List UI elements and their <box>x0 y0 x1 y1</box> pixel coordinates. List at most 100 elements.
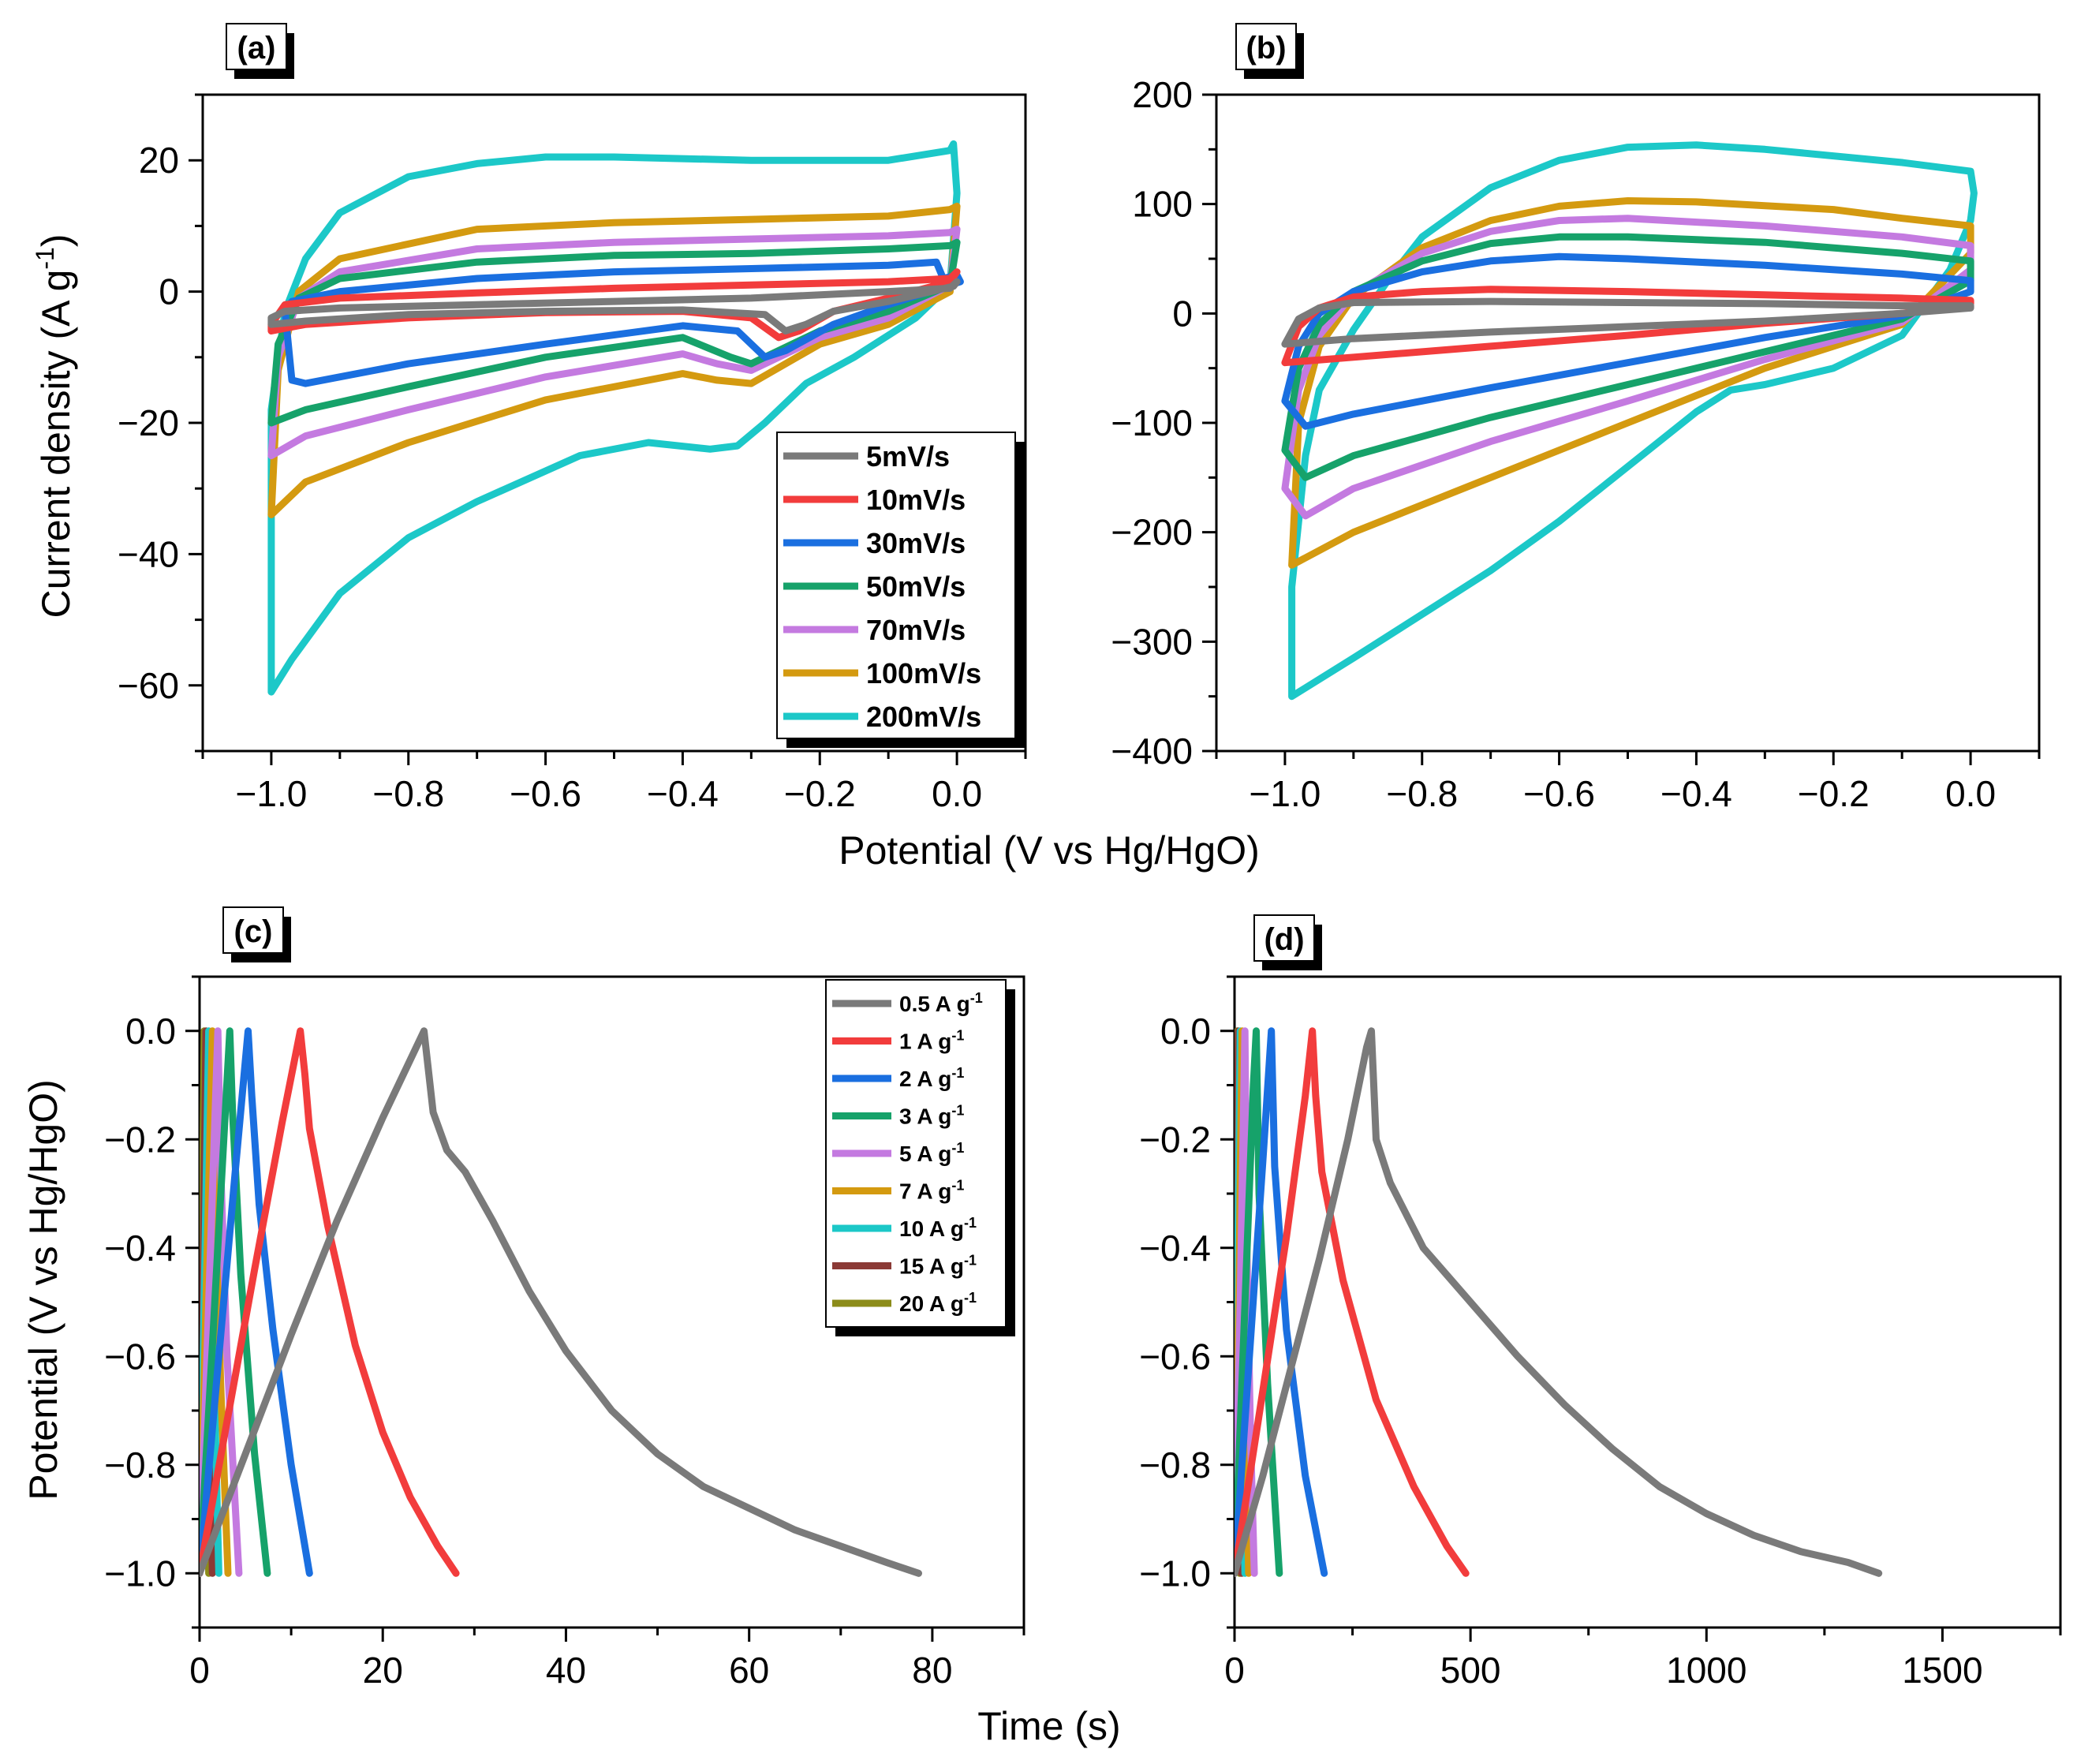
y-tick-label: −0.2 <box>104 1119 176 1160</box>
panel-tag-box <box>226 23 287 70</box>
legend-entry-sup: -1 <box>964 1253 977 1269</box>
x-tick-label: −0.2 <box>784 773 856 814</box>
series-line-3Ag <box>200 1027 271 1577</box>
legend-entry: 15 A g-1 <box>899 1253 977 1279</box>
y-tick-label: 100 <box>1132 184 1193 225</box>
cv-ylabel-main: Current density (A g <box>34 270 78 619</box>
y-tick-label: −400 <box>1111 731 1193 772</box>
panel-tag-label: (a) <box>237 31 276 65</box>
legend-entry: 1 A g-1 <box>899 1028 964 1054</box>
y-tick-label: 200 <box>1132 74 1193 115</box>
panel-tag-box <box>1253 914 1315 962</box>
x-tick-label: −1.0 <box>1250 773 1321 814</box>
legend-entry: 5 A g-1 <box>899 1140 964 1166</box>
legend-entry-sup: -1 <box>951 1178 964 1194</box>
legend-entry: 3 A g-1 <box>899 1103 964 1129</box>
x-tick-label: 60 <box>729 1650 769 1691</box>
panel-b: −1.0 −0.8 −0.6 −0.4 −0.2 0.0 200 100 0 −100 −200 −3… <box>1111 23 2041 814</box>
panel-tag-box <box>1235 23 1297 70</box>
x-tick-label: 1500 <box>1902 1650 1982 1691</box>
y-tick-label: −1.0 <box>1139 1553 1211 1594</box>
legend-entry-sup: -1 <box>964 1290 977 1306</box>
series-line-5mVs <box>267 278 961 334</box>
y-tick-label: −20 <box>118 402 179 443</box>
y-tick-label: 0.0 <box>1160 1011 1211 1052</box>
legend-entry-sup: -1 <box>951 1028 964 1044</box>
legend-entry-label: 3 A g <box>899 1104 951 1129</box>
legend-entry-label: 10mV/s <box>866 484 966 516</box>
legend-entry-label: 1 A g <box>899 1030 951 1054</box>
y-tick-label: −0.2 <box>1139 1119 1211 1160</box>
panel-c: 0 20 40 60 80 0.0 −0.2 −0.4 −0.6 −0.8 −1.0 (c) 0.5 A… <box>104 906 1025 1691</box>
series-line-3Ag <box>1235 1027 1283 1577</box>
legend-entry-sup: -1 <box>951 1140 964 1156</box>
legend-entry: 100mV/s <box>866 657 981 690</box>
legend-entry-label: 30mV/s <box>866 527 966 559</box>
cv-ylabel: Current density (A g-1) <box>31 234 78 619</box>
series-group <box>200 1027 922 1577</box>
series-group <box>1281 141 1978 701</box>
y-tick-label: −60 <box>118 665 179 706</box>
x-tick-label: 40 <box>546 1650 586 1691</box>
legend-entry: 0.5 A g-1 <box>899 990 983 1016</box>
gcd-ylabel: Potential (V vs Hg/HgO) <box>21 1079 65 1501</box>
series-group <box>267 140 964 696</box>
legend-entry-sup: -1 <box>951 1103 964 1119</box>
x-tick-label: −0.4 <box>647 773 719 814</box>
legend-entry-label: 5mV/s <box>866 440 950 473</box>
legend-entry-label: 70mV/s <box>866 614 966 646</box>
x-tick-label: −0.8 <box>372 773 444 814</box>
series-line-10mVs <box>1281 286 1974 367</box>
cv-ylabel-sup: -1 <box>31 247 59 269</box>
legend-entry: 10 A g-1 <box>899 1215 977 1241</box>
legend-entry: 5mV/s <box>866 440 950 473</box>
panel-tag-label: (d) <box>1264 922 1304 957</box>
x-tick-label: 0.0 <box>932 773 982 814</box>
panel-a: −1.0 −0.8 −0.6 −0.4 −0.2 0.0 20 0 −20 −40 −60 (a) 5m… <box>118 23 1027 814</box>
legend-entry-label: 20 A g <box>899 1291 964 1316</box>
series-line-1Ag <box>1235 1027 1470 1577</box>
legend-entry-sup: -1 <box>970 990 983 1006</box>
y-tick-label: −1.0 <box>104 1553 176 1594</box>
legend-entry: 50mV/s <box>866 570 966 603</box>
legend-entry: 7 A g-1 <box>899 1178 964 1204</box>
series-line-30mVs <box>1281 252 1974 430</box>
legend-entry-label: 7 A g <box>899 1179 951 1204</box>
x-tick-label: 80 <box>912 1650 952 1691</box>
legend-entry: 30mV/s <box>866 527 966 559</box>
legend-entry: 70mV/s <box>866 614 966 646</box>
series-line-0.5Ag <box>200 1027 922 1577</box>
series-line-2Ag <box>1235 1027 1328 1577</box>
legend-entry-label: 50mV/s <box>866 570 966 603</box>
cv-ylabel-close: ) <box>34 234 78 248</box>
legend-entry-label: 100mV/s <box>866 657 981 690</box>
y-tick-label: −0.4 <box>104 1228 176 1269</box>
x-tick-label: 1000 <box>1666 1650 1746 1691</box>
series-line-70mVs <box>1281 215 1974 520</box>
panel-tag-box <box>222 906 284 954</box>
legend-entry-sup: -1 <box>964 1215 977 1231</box>
x-tick-label: −1.0 <box>236 773 308 814</box>
x-tick-label: 0 <box>1224 1650 1245 1691</box>
legend-entry-label: 2 A g <box>899 1067 951 1091</box>
y-tick-label: 20 <box>139 140 179 181</box>
x-tick-label: −0.2 <box>1798 773 1870 814</box>
x-tick-label: 500 <box>1440 1650 1501 1691</box>
y-tick-label: −0.6 <box>104 1336 176 1377</box>
x-tick-label: −0.8 <box>1386 773 1458 814</box>
y-tick-label: −0.8 <box>104 1444 176 1486</box>
legend-entry-label: 0.5 A g <box>899 992 970 1016</box>
x-tick-label: −0.6 <box>510 773 581 814</box>
y-tick-label: −300 <box>1111 621 1193 662</box>
series-line-50mVs <box>267 238 961 427</box>
series-line-5mVs <box>1281 297 1974 348</box>
series-group <box>1235 1027 1883 1577</box>
y-tick-label: −0.4 <box>1139 1228 1211 1269</box>
y-tick-label: −40 <box>118 533 179 574</box>
panel-tag-label: (c) <box>234 914 273 949</box>
gcd-xlabel: Time (s) <box>977 1704 1120 1748</box>
series-line-0.5Ag <box>1235 1027 1883 1577</box>
series-line-2Ag <box>200 1027 313 1577</box>
x-tick-label: 0 <box>189 1650 210 1691</box>
